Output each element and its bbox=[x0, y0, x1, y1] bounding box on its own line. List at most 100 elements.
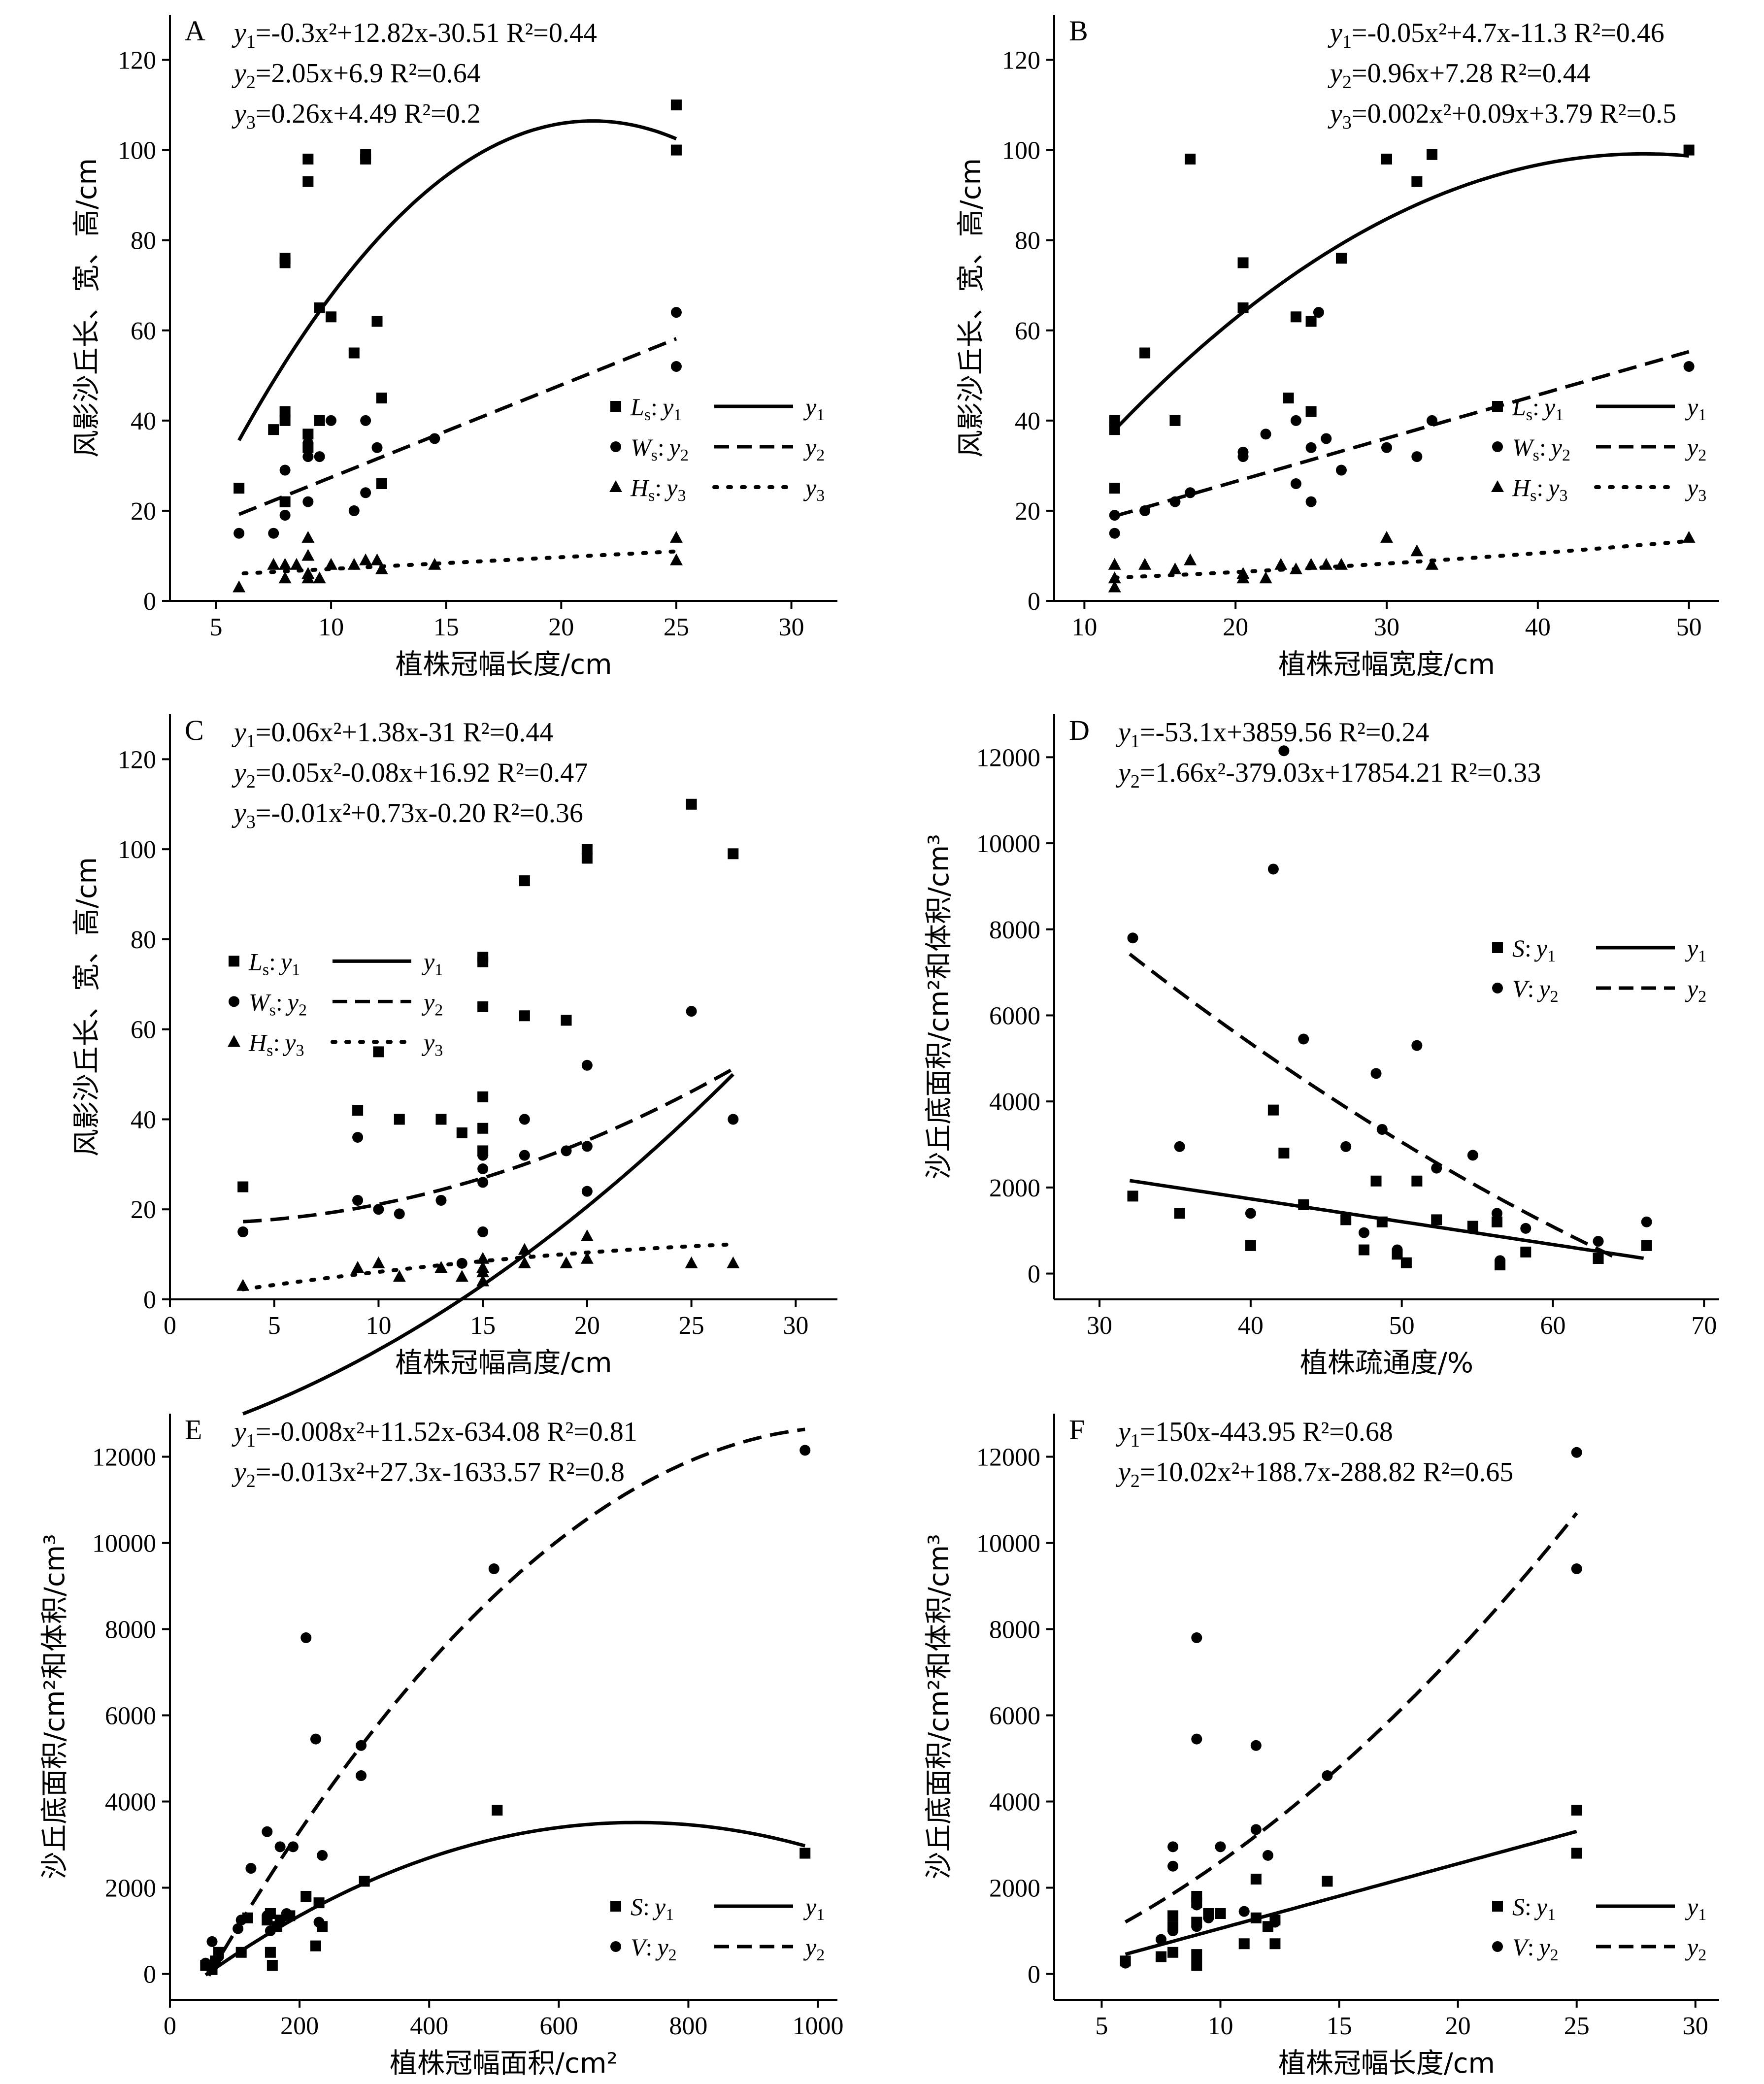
data-point bbox=[1298, 1033, 1309, 1045]
data-point bbox=[1245, 1208, 1256, 1219]
x-tick-label: 600 bbox=[539, 2012, 578, 2040]
y-tick-label: 40 bbox=[131, 1106, 156, 1134]
data-point bbox=[1109, 528, 1120, 539]
data-point bbox=[233, 483, 245, 494]
data-point bbox=[1278, 1148, 1290, 1158]
data-point bbox=[375, 562, 388, 574]
data-point bbox=[233, 1923, 244, 1934]
equation-y1: y1=-53.1x+3859.56 R²=0.24 bbox=[1116, 717, 1429, 752]
x-tick-label: 15 bbox=[433, 613, 459, 641]
y-axis-label: 沙丘底面积/cm²和体积/cm³ bbox=[39, 1534, 71, 1879]
data-point bbox=[1305, 496, 1317, 507]
data-point bbox=[669, 553, 683, 565]
data-point bbox=[360, 487, 371, 498]
data-point bbox=[1400, 1257, 1412, 1268]
series-y3 bbox=[236, 1229, 740, 1291]
legend-label: Ws: y2 bbox=[631, 433, 689, 464]
y-tick-label: 2000 bbox=[989, 1875, 1040, 1903]
data-point bbox=[1290, 478, 1301, 489]
data-point bbox=[279, 510, 291, 521]
legend-marker bbox=[1491, 480, 1504, 492]
data-point bbox=[1289, 562, 1302, 574]
series-y1 bbox=[237, 798, 739, 1192]
data-point bbox=[1683, 144, 1695, 156]
data-point bbox=[313, 1897, 325, 1909]
equation-y2: y2=1.66x²-379.03x+17854.21 R²=0.33 bbox=[1116, 758, 1541, 792]
series-y1 bbox=[233, 99, 682, 507]
data-point bbox=[302, 429, 314, 440]
panel-C: 0 5 10 15 20 25 30 0 20 40 60 80 100 120 植株冠幅高度/cm 风影沙丘… bbox=[71, 714, 837, 1416]
legend-fit-label: y2 bbox=[803, 433, 825, 464]
legend-marker bbox=[610, 1941, 621, 1952]
data-point bbox=[301, 571, 315, 584]
y-tick-label: 80 bbox=[131, 926, 156, 954]
x-tick-label: 20 bbox=[574, 1312, 600, 1340]
data-point bbox=[1340, 1141, 1352, 1152]
data-point bbox=[477, 1150, 489, 1161]
legend-marker bbox=[1492, 942, 1503, 953]
panel-letter: A bbox=[185, 15, 205, 47]
y-tick-label: 120 bbox=[118, 746, 156, 774]
data-point bbox=[302, 451, 314, 463]
data-point bbox=[1120, 1957, 1131, 1969]
data-point bbox=[1250, 1824, 1262, 1835]
data-point bbox=[1267, 1104, 1279, 1116]
data-point bbox=[1250, 1740, 1262, 1751]
panel-letter: E bbox=[185, 1414, 202, 1446]
y-tick-label: 12000 bbox=[976, 1444, 1040, 1472]
x-tick-label: 50 bbox=[1389, 1312, 1415, 1340]
series-y2 bbox=[237, 1006, 739, 1269]
data-point bbox=[237, 1181, 249, 1192]
x-tick-label: 25 bbox=[664, 613, 689, 641]
x-tick-label: 15 bbox=[1327, 2012, 1352, 2040]
data-point bbox=[477, 1091, 489, 1102]
series-y2 bbox=[1109, 307, 1695, 539]
data-point bbox=[1274, 558, 1288, 570]
data-point bbox=[1431, 1162, 1442, 1174]
equation-y3: y3=0.26x+4.49 R²=0.2 bbox=[232, 99, 481, 133]
data-point bbox=[1376, 1216, 1388, 1227]
data-point bbox=[1169, 415, 1181, 426]
data-point bbox=[233, 580, 246, 593]
data-point bbox=[1191, 1960, 1202, 1971]
data-point bbox=[477, 1177, 489, 1188]
data-point bbox=[1491, 1208, 1502, 1219]
data-point bbox=[1290, 311, 1301, 323]
data-point bbox=[1520, 1246, 1531, 1257]
legend-label: S: y1 bbox=[1512, 1893, 1556, 1924]
equation-y1: y1=-0.3x²+12.82x-30.51 R²=0.44 bbox=[232, 18, 597, 52]
data-point bbox=[1682, 530, 1696, 543]
x-tick-label: 10 bbox=[1208, 2012, 1233, 2040]
data-point bbox=[373, 1204, 384, 1215]
data-point bbox=[435, 1114, 447, 1125]
legend: S: y1 y1 V: y2 y2 bbox=[1492, 934, 1706, 1006]
panel-E: 0 200 400 600 800 100002000400060008000100001… bbox=[39, 1414, 844, 2080]
data-point bbox=[1370, 1068, 1382, 1079]
y-tick-label: 60 bbox=[1015, 317, 1040, 345]
x-tick-label: 200 bbox=[280, 2012, 319, 2040]
data-point bbox=[356, 1740, 367, 1751]
y-axis-label: 沙丘底面积/cm²和体积/cm³ bbox=[923, 1534, 955, 1879]
data-point bbox=[1191, 1632, 1202, 1643]
legend-marker bbox=[610, 401, 621, 412]
legend-label: Ls: y1 bbox=[630, 393, 682, 424]
data-point bbox=[581, 1186, 593, 1197]
data-point bbox=[1305, 406, 1317, 417]
data-point bbox=[476, 1265, 490, 1278]
y-tick-label: 4000 bbox=[989, 1788, 1040, 1817]
data-point bbox=[561, 1145, 572, 1157]
data-point bbox=[477, 956, 489, 967]
panel-letter: C bbox=[185, 714, 204, 746]
data-point bbox=[1109, 415, 1120, 426]
data-point bbox=[1238, 1938, 1250, 1950]
legend-marker bbox=[228, 1035, 240, 1047]
data-point bbox=[279, 406, 291, 417]
x-tick-label: 10 bbox=[1071, 613, 1097, 641]
data-point bbox=[302, 153, 314, 165]
fit-line-y3 bbox=[241, 549, 678, 576]
data-point bbox=[325, 558, 338, 570]
data-point bbox=[300, 1891, 312, 1902]
legend-marker bbox=[610, 441, 621, 452]
data-point bbox=[580, 1229, 594, 1242]
equation-y1: y1=0.06x²+1.38x-31 R²=0.44 bbox=[232, 717, 553, 752]
